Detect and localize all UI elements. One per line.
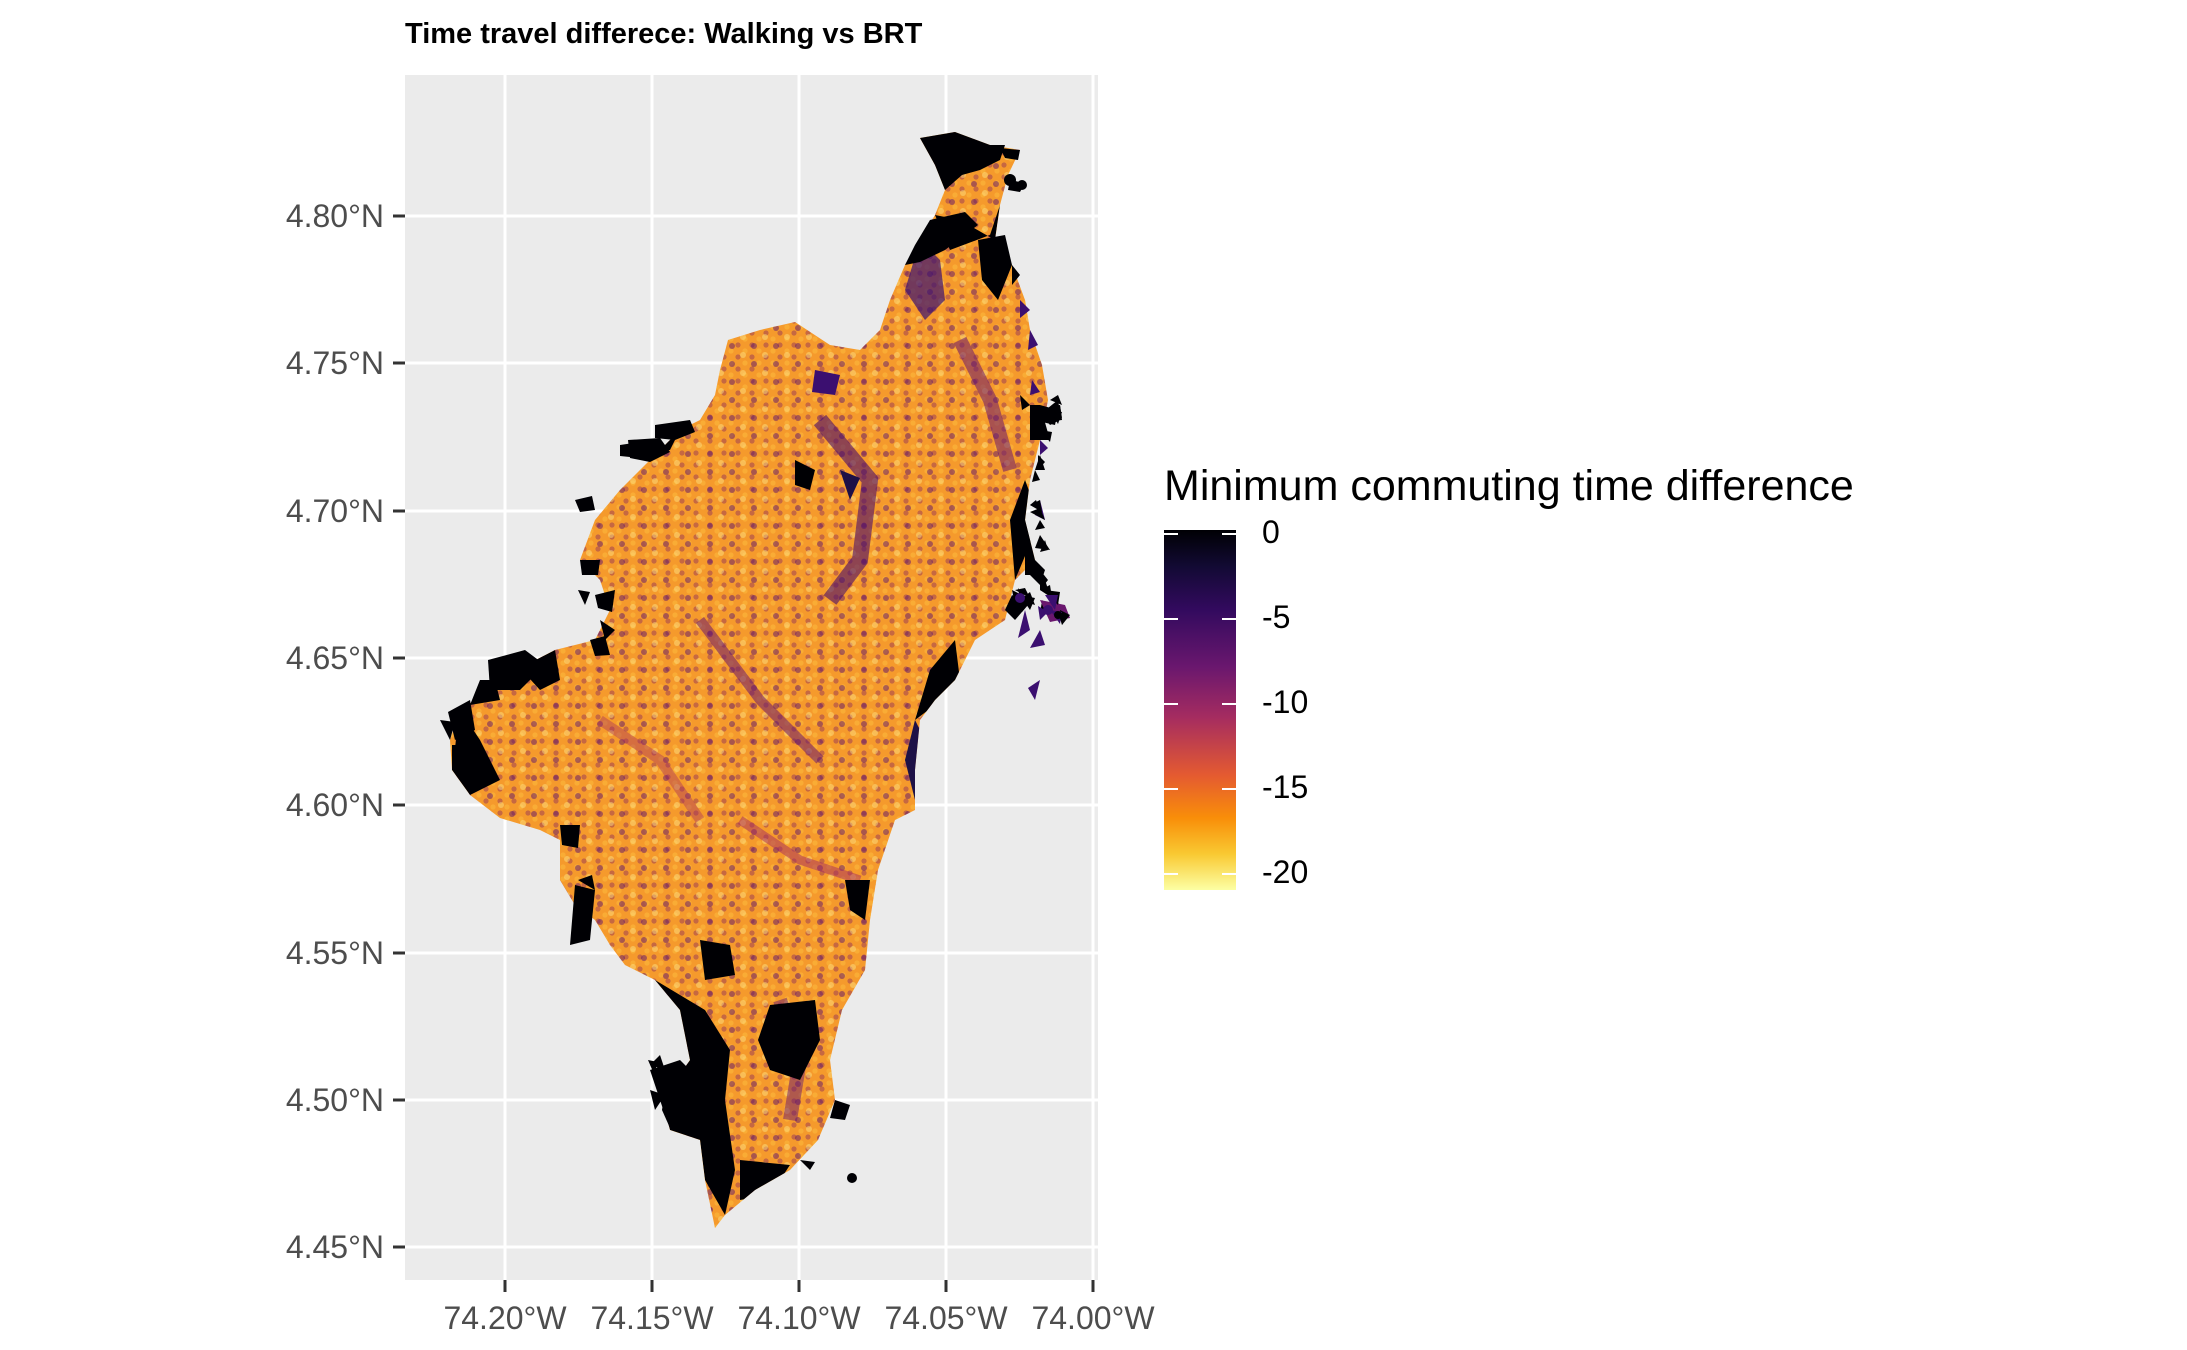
legend-tick (1222, 873, 1236, 875)
lat-tick-label: 4.60°N (286, 787, 384, 823)
lat-tick-label: 4.75°N (286, 345, 384, 381)
lat-tick-label: 4.80°N (286, 198, 384, 234)
legend-colorbar (1164, 530, 1236, 890)
lat-tick-label: 4.55°N (286, 935, 384, 971)
lon-tick-label: 74.20°W (443, 1300, 567, 1336)
legend-tick (1222, 703, 1236, 705)
lon-tick-label: 74.15°W (590, 1300, 714, 1336)
legend-tick (1222, 618, 1236, 620)
legend-tick (1164, 703, 1178, 705)
lat-tick-label: 4.45°N (286, 1229, 384, 1265)
legend-label: -5 (1262, 599, 1291, 635)
legend-label: -15 (1262, 769, 1309, 805)
legend-label: -10 (1262, 684, 1309, 720)
legend-tick (1164, 873, 1178, 875)
legend-tick (1222, 533, 1236, 535)
legend-tick (1164, 533, 1178, 535)
plot-title: Time travel differece: Walking vs BRT (405, 18, 923, 50)
legend-tick (1222, 788, 1236, 790)
x-axis-labels: 74.20°W 74.15°W 74.10°W 74.05°W 74.00°W (443, 1300, 1155, 1336)
axis-ticks (393, 214, 1095, 1292)
lat-tick-label: 4.50°N (286, 1082, 384, 1118)
y-axis-labels: 4.80°N 4.75°N 4.70°N 4.65°N 4.60°N 4.55°… (286, 198, 384, 1265)
lon-tick-label: 74.05°W (884, 1300, 1008, 1336)
legend-label: 0 (1262, 514, 1280, 550)
legend-tick (1164, 618, 1178, 620)
lon-tick-label: 74.10°W (737, 1300, 861, 1336)
lat-tick-label: 4.65°N (286, 640, 384, 676)
legend-tick (1164, 788, 1178, 790)
legend-label: -20 (1262, 854, 1309, 890)
lon-tick-label: 74.00°W (1031, 1300, 1155, 1336)
legend-title: Minimum commuting time difference (1164, 462, 1854, 510)
lat-tick-label: 4.70°N (286, 493, 384, 529)
